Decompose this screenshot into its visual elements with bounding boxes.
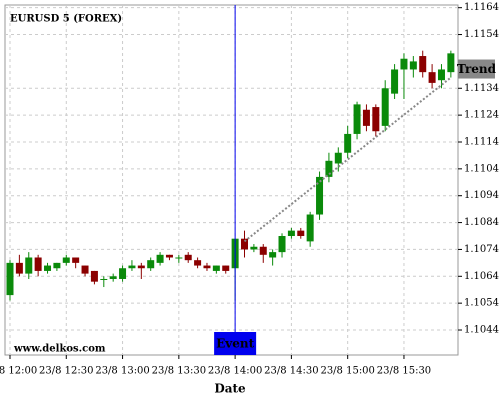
y-tick-label: 1.1104 xyxy=(464,163,499,174)
candle-body xyxy=(316,176,324,215)
x-tick-label: 23/8 13:30 xyxy=(152,366,206,377)
candle-body xyxy=(381,88,389,126)
candle-body xyxy=(100,278,108,280)
y-tick-label: 1.1054 xyxy=(464,298,499,309)
x-tick-label: 23/8 14:00 xyxy=(208,366,262,377)
candle-body xyxy=(90,270,98,282)
candle-body xyxy=(203,265,211,269)
candle-body xyxy=(109,276,117,279)
candle-body xyxy=(259,246,267,255)
candle-body xyxy=(250,246,258,250)
candle-body xyxy=(81,265,89,274)
candle-body xyxy=(437,69,445,81)
trend-box xyxy=(458,59,495,79)
candle-body xyxy=(306,214,314,242)
trend-label: Trend xyxy=(457,62,497,76)
event-box xyxy=(214,332,257,355)
y-tick-label: 1.1094 xyxy=(464,190,499,201)
candle-body xyxy=(212,265,220,271)
watermark: www.delkos.com xyxy=(13,344,106,355)
candle-body xyxy=(344,133,352,153)
candle-body xyxy=(297,230,305,237)
candle-body xyxy=(419,56,427,73)
candle-body xyxy=(241,238,248,250)
x-tick-label: 23/8 15:00 xyxy=(320,366,374,377)
candle-body xyxy=(147,260,155,269)
candle-body xyxy=(44,265,52,271)
candle-body xyxy=(72,257,80,263)
candle-body xyxy=(137,265,145,269)
candle-body xyxy=(428,72,436,83)
candle-body xyxy=(269,252,277,258)
candle-body xyxy=(325,160,333,177)
candle-body xyxy=(6,262,14,296)
y-tick-label: 1.1074 xyxy=(464,244,499,255)
y-tick-label: 1.1064 xyxy=(464,271,499,282)
candle-body xyxy=(447,53,455,73)
candle-body xyxy=(278,236,286,253)
candle-body xyxy=(362,109,370,126)
chart-title: EURUSD 5 (FOREX) xyxy=(10,14,122,25)
candle-body xyxy=(334,152,342,164)
x-tick-label: 23/8 15:30 xyxy=(377,366,431,377)
candle-body xyxy=(184,254,192,261)
y-tick-label: 1.1164 xyxy=(464,2,499,13)
y-tick-label: 1.1114 xyxy=(464,136,499,147)
x-tick-label: 23/8 12:30 xyxy=(39,366,93,377)
y-tick-label: 1.1124 xyxy=(464,110,499,121)
candle-body xyxy=(128,265,136,269)
candle-body xyxy=(409,61,417,70)
y-tick-label: 1.1154 xyxy=(464,29,499,40)
candle-body xyxy=(25,257,33,274)
candle-body xyxy=(34,257,42,271)
candle-body xyxy=(391,69,399,94)
candle-body xyxy=(119,268,127,279)
candle-body xyxy=(165,254,173,258)
candle-body xyxy=(222,265,230,271)
candle-body xyxy=(62,257,70,263)
candle-body xyxy=(53,262,61,269)
y-tick-label: 1.1044 xyxy=(464,325,499,336)
candle-body xyxy=(400,58,408,70)
candle-body xyxy=(287,230,295,237)
y-tick-label: 1.1084 xyxy=(464,217,499,228)
x-axis-title: Date xyxy=(214,382,246,396)
candle-body xyxy=(372,107,380,132)
x-tick-label: 23/8 14:30 xyxy=(264,366,318,377)
candle-body xyxy=(175,257,183,259)
x-tick-label: 23/8 13:00 xyxy=(95,366,149,377)
candle-body xyxy=(156,254,164,263)
candle-body xyxy=(15,262,23,274)
event-label: Event xyxy=(216,337,254,351)
y-tick-label: 1.1134 xyxy=(464,83,499,94)
plot-area xyxy=(4,4,459,356)
x-tick-label: 23/8 12:00 xyxy=(0,366,37,377)
candle-body xyxy=(194,260,202,266)
candle-body xyxy=(353,104,361,134)
